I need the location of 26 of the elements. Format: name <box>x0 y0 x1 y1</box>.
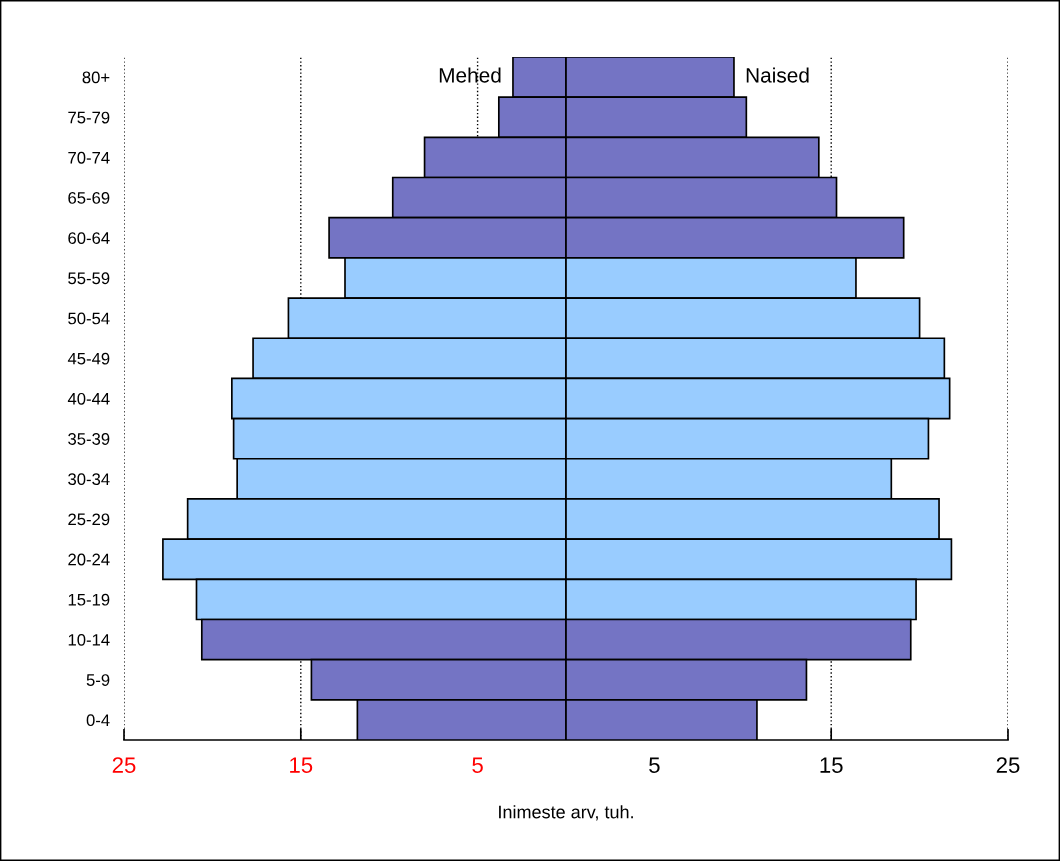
y-tick-label: 60-64 <box>68 232 110 244</box>
y-tick-label: 30-34 <box>68 473 110 486</box>
series-label: Mehed <box>439 67 501 83</box>
y-tick-label: 20-24 <box>68 553 110 566</box>
y-tick-label: 50-54 <box>68 312 110 325</box>
y-tick-label: 55-59 <box>68 272 110 285</box>
x-axis-title: Inimeste arv, tuh. <box>499 805 633 821</box>
y-tick-label: 45-49 <box>67 352 110 365</box>
x-tick-label: 15 <box>290 757 313 773</box>
x-tick-label: 25 <box>996 757 1020 773</box>
y-tick-label: 15-19 <box>68 593 110 606</box>
y-tick-label: 10-14 <box>68 633 110 646</box>
y-tick-label: 25-29 <box>68 513 110 526</box>
y-tick-label: 80+ <box>82 71 110 84</box>
y-tick-label: 65-69 <box>68 192 110 204</box>
x-tick-label: 25 <box>112 757 136 773</box>
x-tick-label: 5 <box>472 757 483 773</box>
y-tick-label: 75-79 <box>68 111 110 124</box>
y-tick-label: 5-9 <box>86 674 110 686</box>
x-tick-label: 5 <box>649 757 660 773</box>
y-tick-label: 0-4 <box>86 714 110 727</box>
x-tick-label: 15 <box>820 757 843 773</box>
series-label: Naised <box>746 67 809 83</box>
y-tick-label: 40-44 <box>67 392 110 405</box>
y-tick-label: 35-39 <box>68 433 110 445</box>
y-tick-label: 70-74 <box>68 151 110 164</box>
